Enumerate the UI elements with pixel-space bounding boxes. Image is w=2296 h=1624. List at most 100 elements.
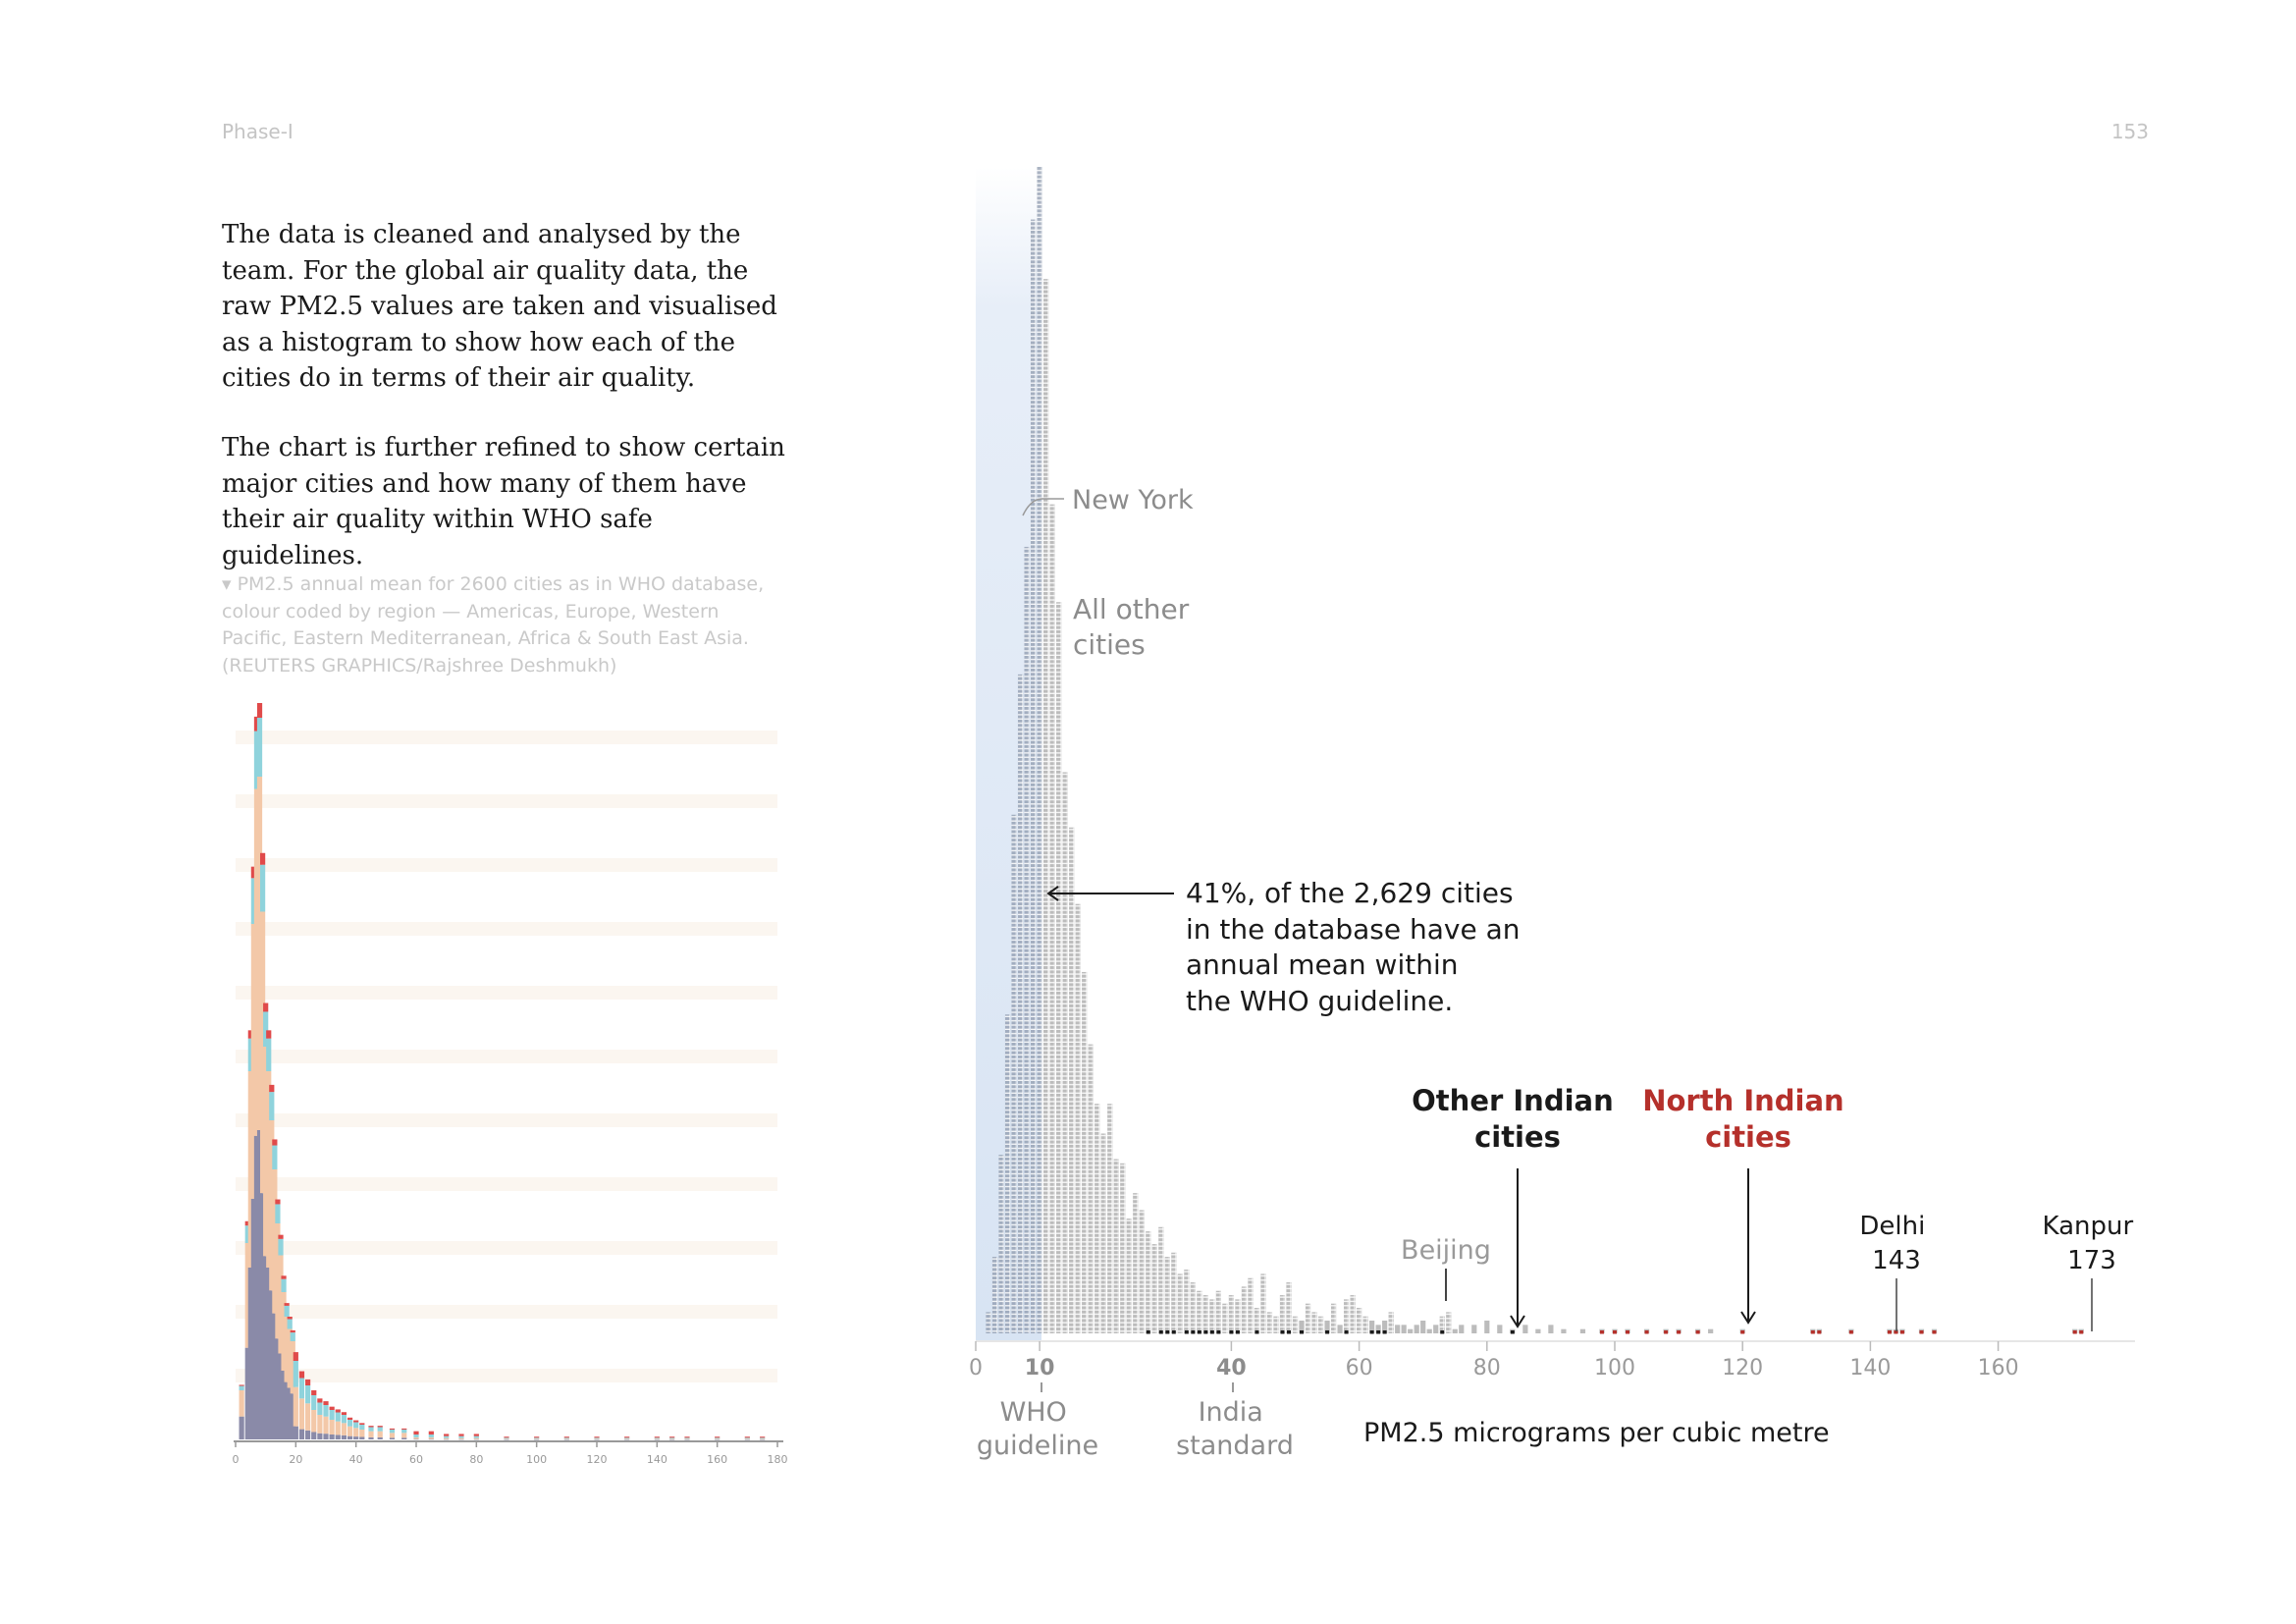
dot-column-texture bbox=[1164, 1257, 1170, 1333]
body-paragraph-1: The data is cleaned and analysed by the … bbox=[222, 220, 777, 393]
small-chart-bar-segment bbox=[760, 1436, 766, 1438]
small-chart-bar-segment bbox=[669, 1438, 675, 1439]
dot-column-texture bbox=[1241, 1286, 1248, 1333]
small-chart-bar-segment bbox=[311, 1410, 317, 1433]
small-chart-bar-segment bbox=[654, 1437, 660, 1439]
other-indian-city-dot bbox=[1165, 1330, 1170, 1334]
dot-column bbox=[1408, 1328, 1414, 1333]
north-indian-city-dot bbox=[1817, 1330, 1822, 1334]
small-chart-bar-segment bbox=[239, 1384, 244, 1386]
north-indian-label: North Indian cities bbox=[1642, 1084, 1854, 1154]
small-chart-bar-segment bbox=[341, 1412, 347, 1415]
small-chart-bar-segment bbox=[744, 1438, 750, 1440]
dot-column-texture bbox=[1388, 1312, 1394, 1333]
small-chart-bar-segment bbox=[290, 1332, 295, 1341]
small-chart-bar-segment bbox=[684, 1438, 690, 1440]
small-chart-bar-segment bbox=[272, 1139, 278, 1146]
small-chart-bar-segment bbox=[247, 1030, 253, 1039]
north-indian-city-dot bbox=[2072, 1330, 2077, 1334]
small-chart-bar-segment bbox=[669, 1438, 675, 1440]
small-chart-bar-segment bbox=[275, 1338, 281, 1439]
small-chart-bar-segment bbox=[317, 1415, 323, 1434]
small-chart-bar-segment bbox=[534, 1437, 540, 1439]
small-chart-bar-segment bbox=[244, 1347, 250, 1439]
dot-column-texture bbox=[1343, 1299, 1350, 1333]
small-chart-bar-segment bbox=[244, 1225, 250, 1243]
other-indian-city-dot bbox=[1510, 1330, 1515, 1334]
small-chart-bar-segment bbox=[256, 777, 263, 1130]
other-indian-city-dot bbox=[1146, 1330, 1150, 1334]
small-chart-bar-segment bbox=[275, 1199, 281, 1205]
north-indian-city-dot bbox=[1810, 1330, 1815, 1334]
small-chart-bar-segment bbox=[669, 1437, 675, 1439]
dot-column-texture bbox=[1248, 1277, 1254, 1333]
north-indian-city-dot bbox=[1644, 1330, 1649, 1334]
small-chart-bar-segment bbox=[401, 1437, 407, 1439]
small-chart-bar-segment bbox=[444, 1437, 450, 1439]
small-chart-bar-segment bbox=[377, 1427, 383, 1432]
small-chart-bar-segment bbox=[287, 1387, 293, 1439]
small-chart-bar-segment bbox=[244, 1243, 250, 1348]
small-chart-bar-segment bbox=[293, 1386, 298, 1427]
small-chart-tick-label: 120 bbox=[587, 1453, 608, 1466]
north-indian-city-dot bbox=[1887, 1330, 1892, 1334]
small-chart-tick-label: 80 bbox=[469, 1453, 483, 1466]
dot-column-texture bbox=[1069, 827, 1075, 1333]
small-chart-bar-segment bbox=[347, 1420, 353, 1427]
small-chart-bar-segment bbox=[413, 1436, 419, 1439]
dot-column-texture bbox=[1126, 1218, 1132, 1333]
dot-column-texture bbox=[991, 1257, 998, 1333]
small-chart-tick-label: 180 bbox=[768, 1453, 788, 1466]
small-chart-bar-segment bbox=[473, 1437, 479, 1439]
dot-column-texture bbox=[1004, 1014, 1011, 1333]
dot-column-texture bbox=[986, 1312, 991, 1333]
small-chart-bar-segment bbox=[329, 1406, 335, 1410]
dot-column-texture bbox=[1139, 1210, 1145, 1333]
dot-column-texture bbox=[1350, 1295, 1356, 1333]
small-chart-bar-segment bbox=[256, 703, 263, 718]
dot-column-texture bbox=[1305, 1303, 1311, 1333]
small-chart-bar-segment bbox=[281, 1278, 287, 1292]
small-chart-tick-label: 140 bbox=[647, 1453, 667, 1466]
small-chart-bar-segment bbox=[669, 1436, 675, 1438]
dot-column-texture bbox=[1362, 1316, 1368, 1333]
small-chart-bar-segment bbox=[275, 1223, 281, 1339]
dot-column-texture bbox=[1446, 1312, 1452, 1333]
small-chart-bar-segment bbox=[253, 1135, 260, 1439]
small-chart-bar-segment bbox=[401, 1430, 407, 1434]
small-chart-bar-segment bbox=[715, 1436, 721, 1438]
other-indian-city-dot bbox=[1376, 1330, 1381, 1334]
small-chart-bar-segment bbox=[534, 1438, 540, 1439]
small-chart-bar-segment bbox=[247, 1071, 253, 1268]
small-chart-bar-segment bbox=[389, 1430, 396, 1434]
main-dot-histogram: 0 10 40 60 80 100 120 140 160 New York All other… bbox=[969, 167, 2135, 1461]
small-chart-bar-segment bbox=[624, 1437, 630, 1439]
dot-column-texture bbox=[1184, 1270, 1190, 1333]
small-chart-bar-segment bbox=[359, 1430, 365, 1437]
dot-column-texture bbox=[1292, 1316, 1299, 1333]
small-chart-bar-segment bbox=[359, 1425, 365, 1430]
other-indian-city-dot bbox=[1280, 1330, 1285, 1334]
small-chart-bar-segment bbox=[256, 718, 263, 777]
small-chart-bar-segment bbox=[534, 1436, 540, 1438]
small-chart-bar-segment bbox=[715, 1438, 721, 1439]
other-indian-city-dot bbox=[1203, 1330, 1208, 1334]
small-chart-tick-label: 40 bbox=[349, 1453, 363, 1466]
small-chart-bar-segment bbox=[534, 1438, 540, 1440]
small-chart-bar-segment bbox=[744, 1438, 750, 1439]
north-indian-city-dot bbox=[1664, 1330, 1669, 1334]
small-chart-bar-segment bbox=[428, 1436, 434, 1439]
dot-column-texture bbox=[1330, 1303, 1337, 1333]
other-indian-city-dot bbox=[1286, 1330, 1291, 1334]
dot-column-texture bbox=[1311, 1312, 1317, 1333]
small-chart-bar-segment bbox=[260, 864, 266, 912]
small-chart-bar-segment bbox=[624, 1436, 630, 1438]
small-chart-bar-segment bbox=[715, 1437, 721, 1439]
dot-column-texture bbox=[1011, 814, 1017, 1333]
other-cities-label: All other cities bbox=[1073, 593, 1198, 661]
dot-column-texture bbox=[1056, 602, 1062, 1333]
small-chart-bar-segment bbox=[654, 1436, 660, 1438]
small-chart-bar-segment bbox=[563, 1438, 569, 1439]
small-chart-bar-segment bbox=[368, 1427, 374, 1432]
small-chart-bar-segment bbox=[269, 1084, 275, 1093]
